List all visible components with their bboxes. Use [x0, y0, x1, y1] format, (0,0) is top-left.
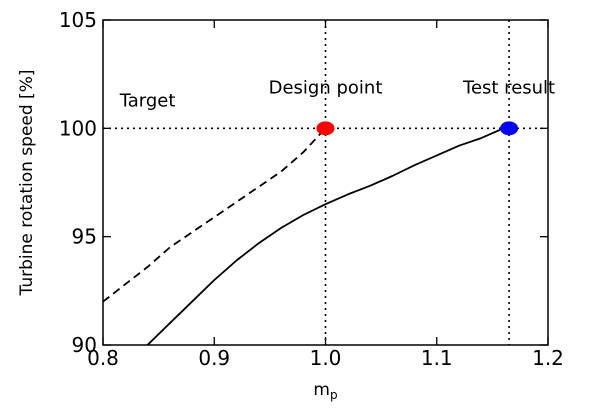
plot-markers	[316, 121, 519, 136]
x-axis-label: mp	[313, 380, 337, 402]
y-tick-label: 95	[72, 225, 97, 249]
x-tick-label: 1.1	[421, 346, 453, 370]
x-axis-label-subscript: p	[330, 388, 338, 402]
marker-1	[316, 121, 335, 136]
x-tick-label: 1.0	[310, 346, 342, 370]
x-tick-label: 0.9	[198, 346, 230, 370]
target-curve	[102, 127, 327, 303]
x-axis-label-main: m	[313, 380, 330, 400]
y-tick-label: 105	[59, 8, 97, 32]
axis-ticks	[102, 19, 549, 346]
text-labels: 0.8 0.9 1.0 1.1 1.2 90 95 100 105 mp Turbine rotat…	[17, 8, 564, 402]
marker-2	[500, 121, 519, 136]
x-tick-label: 1.2	[532, 346, 564, 370]
annotation-target: Target	[119, 91, 176, 112]
annotation-design-point: Design point	[269, 78, 383, 99]
x-tick-label: 0.8	[87, 346, 119, 370]
y-tick-label: 100	[59, 116, 97, 140]
test-curve	[146, 127, 504, 346]
y-tick-label: 90	[72, 333, 97, 357]
annotation-test-result: Test result	[462, 78, 555, 99]
plot-lines	[102, 20, 548, 346]
y-axis-label: Turbine rotation speed [%]	[17, 70, 37, 297]
